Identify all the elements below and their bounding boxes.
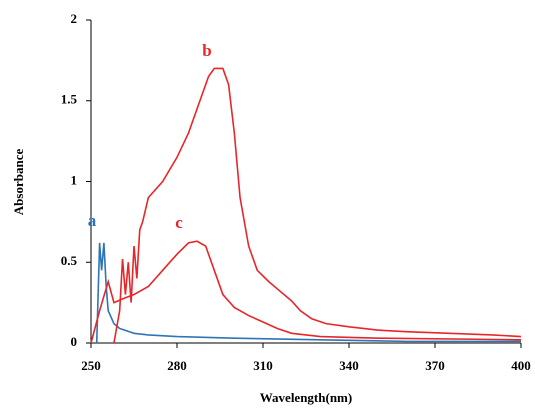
x-tick-label: 310 [253, 358, 273, 373]
y-tick-label: 0 [71, 334, 78, 349]
y-tick-label: 1.5 [61, 92, 78, 107]
y-axis-title: Absorbance [11, 149, 26, 216]
x-tick-label: 400 [511, 358, 531, 373]
y-tick-label: 1 [71, 172, 78, 187]
series-label: a [88, 211, 97, 230]
x-tick-label: 250 [81, 358, 101, 373]
x-axis-title: Wavelength(nm) [260, 390, 352, 405]
line-series [90, 240, 522, 344]
x-tick-label: 280 [167, 358, 187, 373]
y-tick-label: 0.5 [61, 253, 78, 268]
series-label: b [202, 41, 211, 60]
x-tick-label: 340 [339, 358, 359, 373]
line-series [95, 242, 521, 344]
series-label: c [175, 213, 183, 232]
line-series [113, 67, 522, 344]
y-tick-label: 2 [71, 11, 78, 26]
x-tick-label: 370 [425, 358, 445, 373]
